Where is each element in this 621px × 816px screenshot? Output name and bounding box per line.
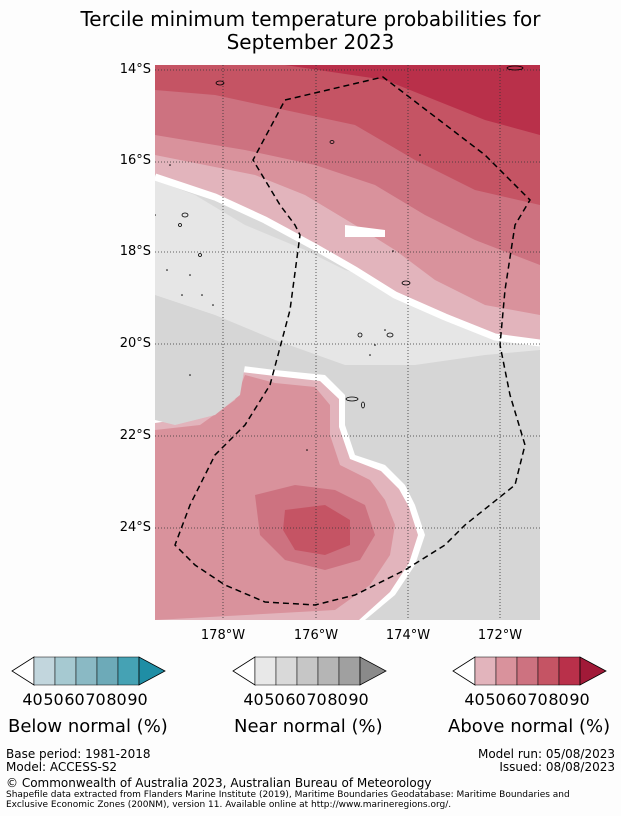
- near-normal-label: Near normal (%): [234, 716, 383, 737]
- lat-label-24s: 24°S: [119, 520, 151, 535]
- lat-label-22s: 22°S: [119, 428, 151, 443]
- tick: 80: [327, 690, 348, 709]
- islands: [178, 65, 524, 409]
- tick: 70: [85, 690, 106, 709]
- below-normal-colorbar: [11, 656, 166, 686]
- tick: 40: [464, 690, 485, 709]
- tick: 80: [106, 690, 127, 709]
- below-cb-right-cap: [138, 656, 166, 686]
- below-ticks: 405060708090: [22, 690, 148, 709]
- above-cb-70: [537, 656, 560, 686]
- below-cb-60: [75, 656, 98, 686]
- tick: 40: [243, 690, 264, 709]
- below-cb-70: [96, 656, 119, 686]
- near-ticks: 405060708090: [243, 690, 369, 709]
- lat-label-14s: 14°S: [119, 62, 151, 77]
- model-run: Model run: 05/08/2023: [477, 747, 615, 761]
- near-cb-60: [296, 656, 319, 686]
- model-name: Model: ACCESS-S2: [6, 760, 118, 774]
- tick: 60: [506, 690, 527, 709]
- below-cb-80: [117, 656, 140, 686]
- title-line-2: September 2023: [226, 30, 395, 54]
- tick: 90: [127, 690, 148, 709]
- lat-label-18s: 18°S: [119, 244, 151, 259]
- above-normal-70-south: [283, 505, 350, 555]
- above-normal-label: Above normal (%): [448, 716, 611, 737]
- shapefile-credit-2: Exclusive Economic Zones (200NM), versio…: [6, 800, 452, 810]
- lon-label-178w: 178°W: [200, 628, 246, 643]
- above-ticks: 405060708090: [464, 690, 590, 709]
- above-cb-50: [495, 656, 518, 686]
- lat-label-16s: 16°S: [119, 153, 151, 168]
- probability-map: [153, 65, 541, 620]
- island-dots: [154, 154, 421, 451]
- above-normal-colorbar: [452, 656, 607, 686]
- map-title: Tercile minimum temperature probabilitie…: [0, 8, 621, 54]
- base-period: Base period: 1981-2018: [6, 747, 151, 761]
- title-line-1: Tercile minimum temperature probabilitie…: [80, 7, 541, 31]
- above-cb-60: [516, 656, 539, 686]
- below-cb-left-cap: [11, 656, 35, 686]
- below-normal-label: Below normal (%): [8, 716, 168, 737]
- eez-boundary: [174, 76, 531, 606]
- map-canvas: [153, 65, 541, 620]
- near-cb-50: [275, 656, 298, 686]
- tick: 80: [548, 690, 569, 709]
- above-normal-80-north: [285, 65, 540, 135]
- tick: 70: [527, 690, 548, 709]
- lon-label-176w: 176°W: [293, 628, 339, 643]
- tick: 70: [306, 690, 327, 709]
- issued-date: Issued: 08/08/2023: [499, 760, 615, 774]
- near-cb-70: [317, 656, 340, 686]
- tick: 50: [485, 690, 506, 709]
- near-normal-west-patch: [155, 325, 245, 425]
- tick: 90: [569, 690, 590, 709]
- category-boundary-north: [153, 173, 541, 347]
- copyright: © Commonwealth of Australia 2023, Austra…: [6, 776, 432, 790]
- graticule: [155, 65, 540, 620]
- above-cb-right-cap: [579, 656, 607, 686]
- tick: 60: [285, 690, 306, 709]
- tick: 50: [43, 690, 64, 709]
- tick: 60: [64, 690, 85, 709]
- above-cb-80: [558, 656, 581, 686]
- below-cb-40: [33, 656, 56, 686]
- boundary-patch: [345, 225, 385, 237]
- above-cb-left-cap: [452, 656, 476, 686]
- near-cb-right-cap: [359, 656, 387, 686]
- lon-label-174w: 174°W: [385, 628, 431, 643]
- below-cb-50: [54, 656, 77, 686]
- above-cb-40: [474, 656, 497, 686]
- near-cb-40: [254, 656, 277, 686]
- tick: 40: [22, 690, 43, 709]
- near-cb-80: [338, 656, 361, 686]
- lon-label-172w: 172°W: [477, 628, 523, 643]
- near-cb-left-cap: [232, 656, 256, 686]
- lat-label-20s: 20°S: [119, 336, 151, 351]
- tick: 90: [348, 690, 369, 709]
- near-normal-colorbar: [232, 656, 387, 686]
- shapefile-credit-1: Shapefile data extracted from Flanders M…: [6, 790, 570, 800]
- tick: 50: [264, 690, 285, 709]
